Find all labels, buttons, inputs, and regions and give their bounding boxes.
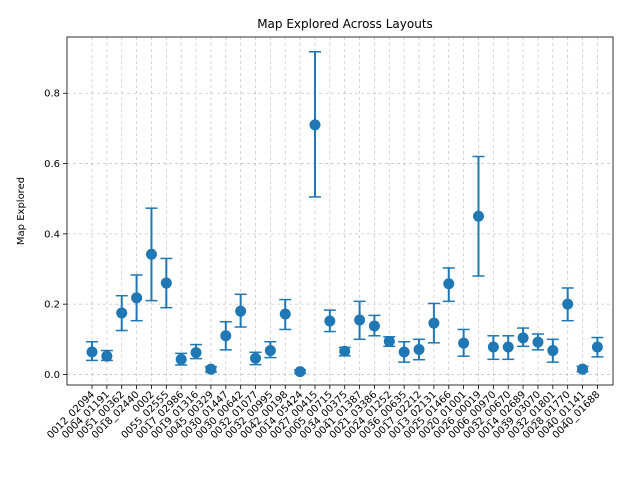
chart-title: Map Explored Across Layouts (257, 17, 433, 31)
data-point (458, 337, 470, 349)
y-tick-label: 0.8 (44, 89, 60, 100)
data-point (532, 336, 544, 348)
data-point (562, 298, 574, 310)
data-point (175, 353, 187, 365)
data-point (383, 335, 395, 347)
data-point (190, 347, 202, 359)
data-point (354, 314, 366, 326)
data-point (309, 119, 321, 131)
data-point (428, 317, 440, 329)
data-point (86, 346, 98, 358)
plot-area: 0.00.20.40.60.80012_020940004_011910051_… (44, 36, 614, 441)
data-point (487, 341, 499, 353)
y-tick-label: 0.2 (44, 300, 60, 311)
data-point (220, 330, 232, 342)
data-point (235, 305, 247, 317)
data-point (205, 363, 217, 375)
data-point (264, 345, 276, 357)
y-tick-label: 0.6 (44, 159, 60, 170)
data-point (294, 366, 306, 378)
data-point (398, 346, 410, 358)
data-point (101, 350, 113, 362)
data-point (547, 345, 559, 357)
data-point (517, 332, 529, 344)
data-point (131, 292, 143, 304)
data-point (443, 278, 455, 290)
data-point (160, 277, 172, 289)
y-tick-label: 0.0 (44, 370, 60, 381)
data-point (591, 341, 603, 353)
y-axis-label: Map Explored (16, 177, 27, 245)
data-point (324, 315, 336, 327)
data-point (413, 343, 425, 355)
data-point (577, 363, 589, 375)
data-point (472, 210, 484, 222)
data-point (250, 352, 262, 364)
data-point (279, 308, 291, 320)
data-point (339, 345, 351, 357)
axes-frame (66, 36, 614, 386)
data-point (116, 307, 128, 319)
data-point (502, 341, 514, 353)
y-tick-label: 0.4 (44, 229, 60, 240)
data-point (145, 248, 157, 260)
data-point (368, 320, 380, 332)
